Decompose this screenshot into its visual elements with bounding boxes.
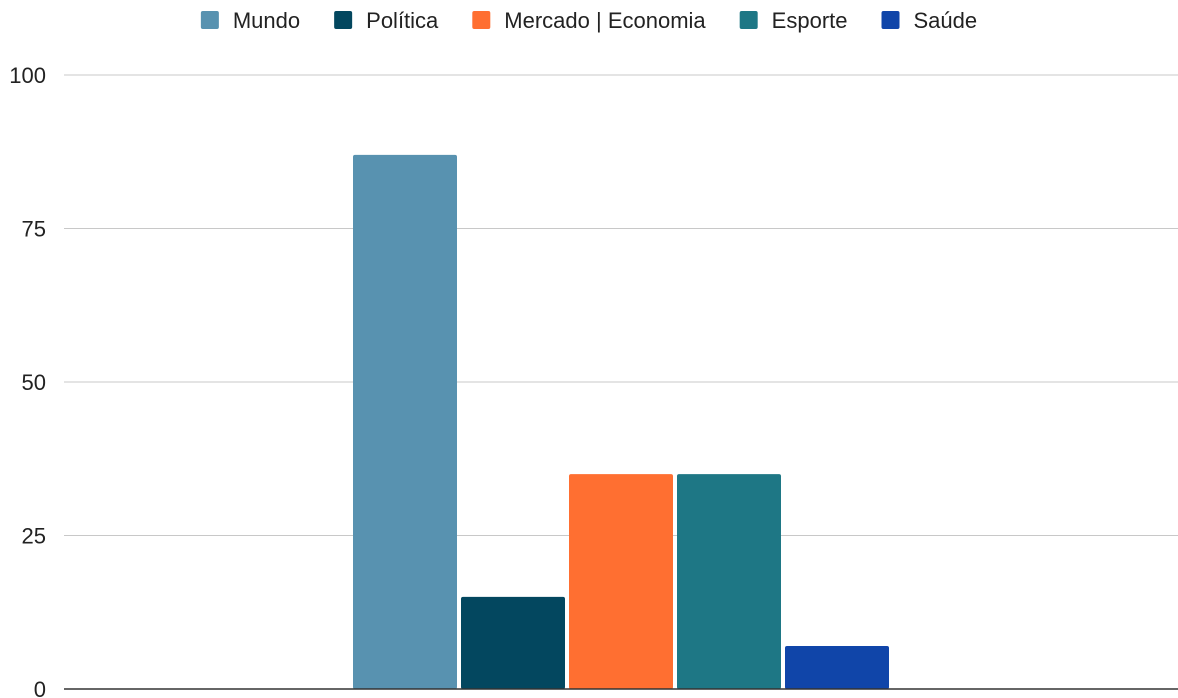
y-tick-label: 25 (22, 524, 46, 549)
legend-label: Política (366, 8, 439, 33)
bar-pol-tica (461, 596, 565, 689)
y-tick-label: 50 (22, 370, 46, 395)
legend-label: Mundo (233, 8, 300, 33)
bars (353, 154, 889, 689)
legend-swatch (881, 11, 900, 29)
bar-esporte (677, 474, 781, 689)
y-tick-label: 75 (22, 217, 46, 242)
legend-item: Mercado | Economia (472, 8, 706, 33)
bar-mundo (353, 154, 457, 689)
y-tick-label: 100 (9, 63, 46, 88)
legend-swatch (200, 11, 219, 29)
bar-mercado-economia (569, 474, 673, 689)
legend-item: Saúde (881, 8, 978, 33)
legend-item: Esporte (739, 8, 848, 33)
legend-item: Política (334, 8, 439, 33)
bar-sa-de (785, 646, 889, 689)
chart-legend: Mundo Política Mercado | Economia Esporte Sa… (200, 8, 978, 33)
y-axis-ticks: 0 25 50 75 100 (9, 63, 46, 698)
legend-swatch (739, 11, 758, 29)
y-tick-label: 0 (34, 677, 46, 698)
legend-label: Saúde (914, 8, 978, 33)
legend-label: Esporte (772, 8, 848, 33)
legend-label: Mercado | Economia (504, 8, 706, 33)
legend-swatch (334, 11, 353, 29)
legend-swatch (472, 11, 491, 29)
grid-lines (64, 74, 1178, 536)
legend-item: Mundo (200, 8, 300, 33)
